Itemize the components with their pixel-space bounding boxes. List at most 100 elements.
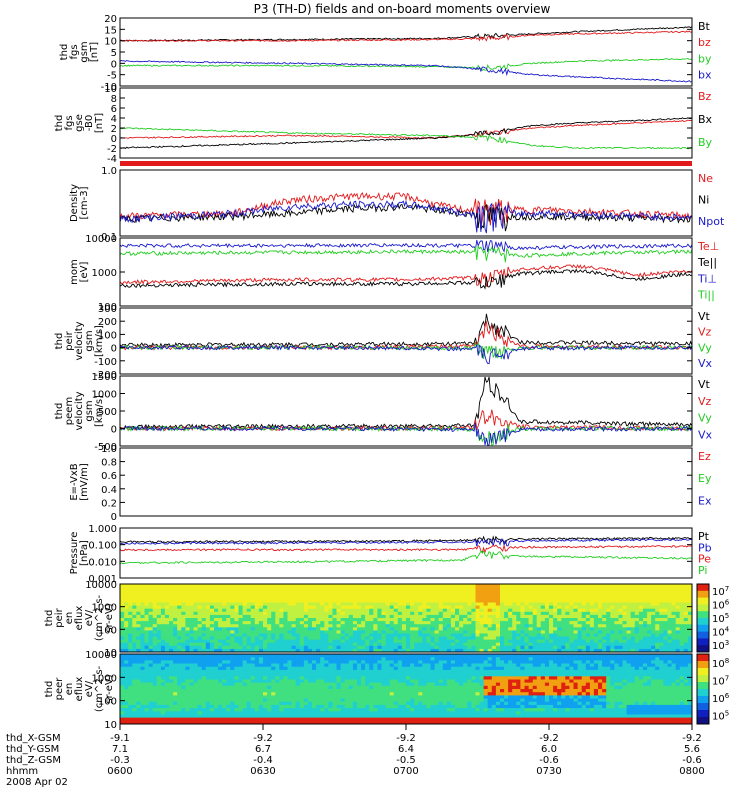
spectrogram-cell [520, 630, 525, 634]
spectrogram-cell [459, 606, 464, 610]
spectrogram-cell [324, 708, 329, 712]
spectrogram-cell [373, 621, 378, 625]
spectrogram-cell [271, 711, 276, 715]
spectrogram-cell [386, 708, 391, 712]
spectrogram-cell [394, 705, 399, 709]
spectrogram-cell [206, 627, 211, 631]
spectrogram-cell [541, 637, 546, 641]
spectrogram-cell [471, 590, 476, 594]
spectrogram-cell [606, 584, 611, 588]
spectrogram-cell [467, 590, 472, 594]
spectrogram-cell [255, 689, 259, 693]
spectrogram-cell [267, 600, 272, 604]
spectrogram-cell [136, 646, 141, 650]
spectrogram-cell [247, 590, 252, 594]
spectrogram-cell [369, 667, 374, 671]
spectrogram-cell [120, 654, 125, 658]
y-axis-label: mom[eV] [69, 259, 90, 285]
spectrogram-cell [275, 715, 280, 719]
spectrogram-cell [136, 593, 141, 597]
spectrogram-cell [210, 695, 215, 699]
spectrogram-cell [214, 606, 219, 610]
spectrogram-cell [410, 603, 415, 607]
spectrogram-cell [610, 590, 615, 594]
spectrogram-cell [165, 673, 170, 677]
spectrogram-cell [124, 593, 129, 597]
spectrogram-cell [614, 621, 619, 625]
spectrogram-cell [569, 603, 574, 607]
spectrogram-cell [373, 612, 378, 616]
spectrogram-cell [386, 718, 391, 722]
spectrogram-cell [668, 609, 673, 613]
spectrogram-cell [190, 637, 195, 641]
spectrogram-cell [471, 584, 476, 588]
spectrogram-cell [210, 667, 215, 671]
spectrogram-cell [218, 624, 223, 628]
spectrogram-cell [247, 584, 252, 588]
spectrogram-cell [304, 596, 309, 600]
spectrogram-cell [320, 711, 325, 715]
spectrogram-cell [124, 654, 129, 658]
spectrogram-cell [402, 627, 407, 631]
spectrogram-cell [222, 621, 227, 625]
spectrogram-cell [161, 584, 166, 588]
spectrogram-cell [668, 627, 673, 631]
spectrogram-cell [373, 715, 378, 719]
spectrogram-cell [394, 600, 399, 604]
spectrogram-cell [557, 603, 562, 607]
spectrogram-cell [165, 634, 170, 638]
spectrogram-cell [525, 643, 530, 647]
spectrogram-cell [190, 680, 195, 684]
spectrogram-cell [288, 627, 293, 631]
spectrogram-cell [353, 584, 358, 588]
spectrogram-cell [328, 683, 333, 687]
spectrogram-cell [341, 603, 346, 607]
spectrogram-cell [181, 683, 186, 687]
spectrogram-cell [414, 664, 419, 668]
spectrogram-cell [185, 670, 190, 674]
spectrogram-cell [300, 646, 305, 650]
spectrogram-cell [320, 715, 325, 719]
spectrogram-cell [520, 606, 525, 610]
spectrogram-cell [271, 634, 276, 638]
spectrogram-cell [124, 689, 129, 693]
spectrogram-cell [418, 715, 423, 719]
spectrogram-cell [651, 618, 656, 622]
spectrogram-cell [263, 702, 268, 706]
spectrogram-cell [353, 634, 358, 638]
spectrogram-cell [520, 643, 525, 647]
spectrogram-cell [422, 587, 427, 591]
spectrogram-cell [553, 640, 558, 644]
spectrogram-cell [377, 676, 382, 680]
spectrogram-cell [402, 660, 407, 664]
spectrogram-cell [459, 634, 464, 638]
spectrogram-cell [361, 673, 366, 677]
spectrogram-cell [382, 692, 387, 696]
spectrogram-cell [243, 627, 248, 631]
spectrogram-cell [463, 640, 468, 644]
spectrogram-cell [655, 637, 660, 641]
spectrogram-cell [410, 676, 415, 680]
spectrogram-cell [206, 711, 211, 715]
spectrogram-cell [463, 630, 468, 634]
spectrogram-cell [177, 664, 182, 668]
spectrogram-cell [316, 584, 321, 588]
spectrogram-cell [239, 670, 244, 674]
spectrogram-cell [263, 640, 268, 644]
spectrogram-cell [680, 637, 685, 641]
spectrogram-cell [390, 624, 395, 628]
spectrogram-cell [292, 640, 297, 644]
spectrogram-cell [651, 637, 656, 641]
spectrogram-cell [161, 708, 166, 712]
spectrogram-cell [463, 646, 468, 650]
spectrogram-cell [300, 630, 305, 634]
spectrogram-cell [312, 705, 317, 709]
spectrogram-cell [132, 606, 137, 610]
spectrogram-cell [136, 600, 141, 604]
spectrogram-cell [239, 699, 244, 703]
spectrogram-cell [226, 686, 231, 690]
spectrogram-cell [222, 667, 227, 671]
spectrogram-cell [210, 676, 215, 680]
spectrogram-cell [304, 702, 309, 706]
spectrogram-cell [365, 637, 370, 641]
